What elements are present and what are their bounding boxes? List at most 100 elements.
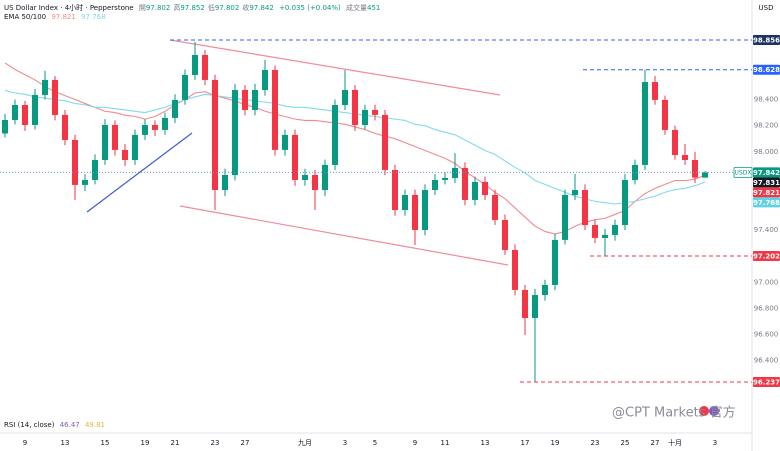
rsi-label: RSI (14, close)	[4, 421, 55, 429]
candle-body	[42, 79, 48, 95]
legend-header: US Dollar Index · 4小时 · Pepperstone 開97.…	[4, 3, 380, 12]
candle-body	[112, 124, 118, 150]
candle-body	[412, 194, 418, 230]
candle-body	[232, 89, 238, 176]
candle-body	[392, 169, 398, 211]
candle-body	[692, 159, 698, 178]
plot	[0, 39, 752, 383]
ohlc-label: 低	[208, 3, 215, 12]
x-tick-label: 19	[141, 439, 150, 447]
candle-body	[402, 194, 408, 211]
candle-body	[432, 179, 438, 191]
ohlc-legend: 開97.802 高97.852 低97.802 收97.842	[139, 3, 274, 12]
candle-body	[542, 284, 548, 296]
x-tick-label: 9	[23, 439, 27, 447]
candle-body	[182, 74, 188, 100]
channel-upper-line	[169, 39, 501, 96]
x-tick-label: 23	[591, 439, 600, 447]
candle-body	[582, 190, 588, 226]
x-tick-label: 5	[373, 439, 377, 447]
ohlc-label: 開	[139, 4, 146, 12]
candle-body	[152, 124, 158, 130]
y-tick-label: 98.400	[754, 96, 779, 104]
indicator-legend: EMA 50/100 97.821 97.768	[4, 13, 106, 21]
ema-value: 97.821	[51, 13, 76, 21]
x-tick-label: 19	[551, 439, 560, 447]
event-icon[interactable]	[709, 406, 719, 416]
candle-body	[52, 79, 58, 115]
candle-body	[502, 219, 508, 250]
ohlc-label: 收	[242, 3, 249, 12]
candle-body	[242, 89, 248, 110]
ohlc-value: 97.842	[249, 4, 274, 12]
candle-body	[372, 109, 378, 115]
candle-body	[292, 134, 298, 180]
candle-body	[652, 82, 658, 100]
price-label-box	[753, 34, 780, 45]
x-tick-label: 13	[481, 439, 490, 447]
candle-body	[672, 129, 678, 156]
ohlc-value: 97.852	[180, 4, 205, 12]
channel-lower-line	[179, 205, 509, 266]
symbol-tag-box	[733, 166, 753, 178]
symbol-tag: USDX	[735, 169, 752, 176]
candle-body	[122, 149, 128, 160]
rsi-value: 46.47	[60, 421, 80, 429]
y-tick-label: 98.000	[754, 148, 779, 156]
candle-body	[62, 114, 68, 141]
price-label: 97.831	[753, 179, 780, 187]
candle-body	[332, 105, 338, 165]
rsi-value: 49.81	[85, 421, 105, 429]
x-tick-label: 9	[413, 439, 417, 447]
candle-body	[302, 175, 308, 180]
candle-body	[702, 172, 708, 178]
trend-line	[86, 132, 193, 213]
candle-body	[262, 70, 268, 90]
candle-body	[442, 178, 448, 180]
candle-body	[452, 167, 458, 179]
change: +0.035 (+0.04%)	[279, 4, 341, 12]
x-tick-label: 3	[713, 439, 717, 447]
candle-body	[612, 225, 618, 235]
x-tick-label: 十月	[668, 438, 682, 447]
price-label-box	[753, 64, 780, 75]
price-label-box	[753, 177, 780, 188]
candle-body	[82, 179, 88, 185]
candle-body	[192, 54, 198, 75]
candle-body	[462, 167, 468, 200]
candle-body	[512, 249, 518, 290]
candle-body	[272, 70, 278, 150]
price-label: 97.202	[753, 252, 780, 260]
x-tick-label: 21	[171, 439, 180, 447]
candle-body	[662, 99, 668, 130]
candle-body	[362, 109, 368, 125]
y-tick-label: 96.400	[754, 357, 779, 365]
ema-value: 97.768	[81, 13, 106, 21]
candle-body	[622, 179, 628, 226]
candle-body	[532, 295, 538, 319]
candle-body	[352, 89, 358, 125]
x-tick-label: 23	[211, 439, 220, 447]
x-tick-label: 25	[621, 439, 630, 447]
candle-body	[642, 82, 648, 165]
candle-body	[522, 289, 528, 319]
event-icon[interactable]	[699, 406, 709, 416]
ohlc-label: 高	[173, 3, 180, 12]
x-tick-label: 27	[651, 439, 660, 447]
candle-body	[472, 181, 478, 200]
price-label-box	[753, 167, 780, 178]
ohlc-value: 97.802	[215, 4, 240, 12]
candle-body	[142, 124, 148, 135]
candle-body	[312, 175, 318, 191]
price-label: 97.768	[753, 199, 780, 207]
candle-body	[32, 94, 38, 125]
candle-body	[22, 105, 28, 125]
x-tick-label: 13	[61, 439, 70, 447]
x-tick-label: 15	[101, 439, 110, 447]
candle-body	[562, 194, 568, 240]
rsi-legend: RSI (14, close) 46.47 49.81	[4, 421, 105, 429]
candle-body	[492, 194, 498, 220]
candle-body	[12, 105, 18, 121]
